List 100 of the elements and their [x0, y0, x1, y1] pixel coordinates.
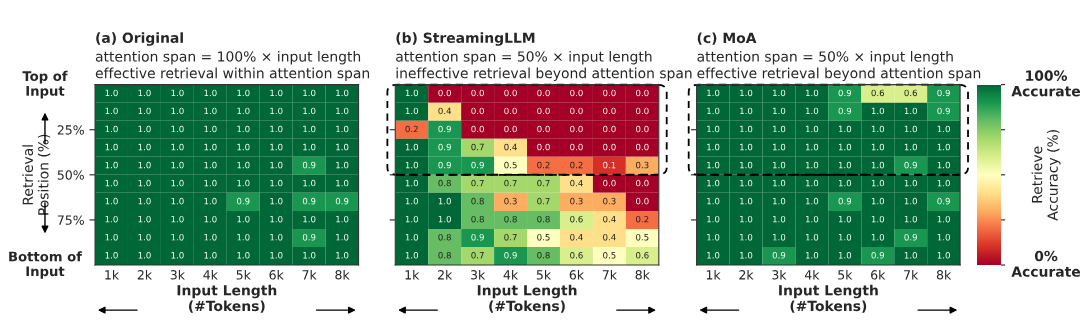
data-label: 1.0 — [270, 197, 283, 205]
data-label: 1.0 — [904, 125, 917, 133]
data-label: 1.0 — [336, 143, 349, 151]
data-label: 1.0 — [270, 125, 283, 133]
data-label: 1.0 — [171, 215, 184, 223]
data-label: 0.9 — [937, 197, 950, 205]
data-label: 0.0 — [636, 197, 649, 205]
x-axis-title: Input Length (#Tokens) — [177, 284, 277, 313]
data-label: 0.9 — [838, 107, 852, 115]
data-label: 0.2 — [636, 215, 649, 223]
x-tick-label: 2k — [438, 269, 453, 280]
data-label: 1.0 — [937, 233, 950, 241]
color-bar-label: 0% Accurate — [1011, 250, 1080, 277]
data-label: 1.0 — [904, 215, 917, 223]
data-label: 1.0 — [204, 107, 217, 115]
data-label: 1.0 — [773, 197, 786, 205]
data-label: 1.0 — [740, 179, 753, 187]
chart-subtitle: attention span = 50% × input length effective retrieval beyond attention span — [697, 50, 981, 82]
data-label: 1.0 — [871, 215, 885, 223]
data-label: 1.0 — [405, 251, 419, 259]
data-label: 1.0 — [871, 161, 885, 169]
data-label: 1.0 — [707, 143, 720, 151]
data-label: 0.9 — [838, 197, 852, 205]
data-label: 1.0 — [204, 125, 217, 133]
data-label: 1.0 — [237, 215, 250, 223]
data-label: 1.0 — [303, 251, 316, 259]
data-label: 0.7 — [504, 233, 517, 241]
data-label: 1.0 — [707, 233, 720, 241]
data-label: 0.0 — [603, 89, 616, 97]
data-label: 1.0 — [871, 125, 885, 133]
y-tick-label: 75% — [57, 215, 84, 225]
data-label: 1.0 — [270, 161, 283, 169]
data-label: 0.0 — [537, 107, 550, 115]
data-label: 1.0 — [405, 179, 419, 187]
data-label: 1.0 — [270, 89, 283, 97]
data-label: 1.0 — [805, 107, 819, 115]
data-label: 1.0 — [773, 179, 786, 187]
data-label: 0.0 — [636, 125, 649, 133]
data-label: 0.9 — [904, 233, 917, 241]
data-label: 0.7 — [537, 197, 550, 205]
data-label: 0.4 — [570, 179, 583, 187]
data-label: 0.0 — [636, 89, 649, 97]
data-label: 1.0 — [773, 125, 786, 133]
data-label: 1.0 — [204, 215, 217, 223]
data-label: 1.0 — [838, 233, 852, 241]
x-tick-label: 5k — [536, 269, 552, 280]
y-axis-title: Retrieval Position (%) — [22, 134, 51, 215]
data-label: 1.0 — [740, 215, 753, 223]
chart-subtitle: attention span = 50% × input length ineffective retrieval beyond attention span — [396, 50, 692, 82]
x-tick-label: 3k — [470, 269, 486, 280]
data-label: 1.0 — [303, 143, 316, 151]
data-label: 1.0 — [138, 233, 151, 241]
x-tick-label: 6k — [569, 269, 585, 280]
data-label: 1.0 — [773, 215, 786, 223]
data-label: 0.8 — [438, 233, 451, 241]
data-label: 0.4 — [603, 215, 616, 223]
data-label: 1.0 — [303, 107, 316, 115]
data-label: 1.0 — [438, 197, 451, 205]
data-label: 0.0 — [603, 107, 616, 115]
data-label: 0.0 — [471, 125, 484, 133]
text: Bottom of Input — [9, 251, 83, 279]
data-label: 1.0 — [105, 107, 118, 115]
data-label: 1.0 — [138, 251, 151, 259]
data-label: 1.0 — [805, 197, 819, 205]
data-label: 1.0 — [707, 107, 720, 115]
data-label: 1.0 — [405, 197, 419, 205]
data-label: 1.0 — [303, 179, 316, 187]
color-bar-title: Retrieve Accuracy (%) — [1031, 130, 1061, 221]
data-label: 0.2 — [537, 161, 550, 169]
chart-title: (b) StreamingLLM — [396, 32, 535, 46]
data-label: 1.0 — [204, 161, 217, 169]
x-tick-label: 7k — [904, 269, 919, 280]
data-label: 1.0 — [805, 179, 819, 187]
data-label: 1.0 — [904, 251, 917, 259]
data-label: 1.0 — [138, 179, 151, 187]
data-label: 0.7 — [471, 143, 484, 151]
x-tick-label: 8k — [335, 269, 350, 280]
data-label: 1.0 — [237, 251, 250, 259]
data-label: 1.0 — [204, 179, 217, 187]
data-label: 1.0 — [871, 233, 885, 241]
data-label: 1.0 — [405, 215, 419, 223]
data-label: 1.0 — [707, 251, 720, 259]
data-label: 0.9 — [471, 161, 484, 169]
x-tick-label: 1k — [405, 269, 420, 280]
data-label: 0.0 — [537, 125, 550, 133]
data-label: 1.0 — [237, 125, 250, 133]
data-label: 1.0 — [336, 233, 349, 241]
data-label: 1.0 — [707, 89, 720, 97]
data-label: 1.0 — [871, 197, 885, 205]
data-label: 1.0 — [871, 107, 885, 115]
data-label: 0.7 — [471, 251, 484, 259]
data-label: 1.0 — [105, 179, 118, 187]
data-label: 1.0 — [171, 251, 184, 259]
data-label: 1.0 — [805, 161, 819, 169]
data-label: 1.0 — [336, 161, 349, 169]
data-label: 0.9 — [335, 197, 349, 205]
data-label: 1.0 — [171, 107, 184, 115]
data-label: 0.0 — [570, 89, 583, 97]
x-axis-title: Input Length (#Tokens) — [779, 284, 878, 313]
data-label: 1.0 — [740, 161, 753, 169]
